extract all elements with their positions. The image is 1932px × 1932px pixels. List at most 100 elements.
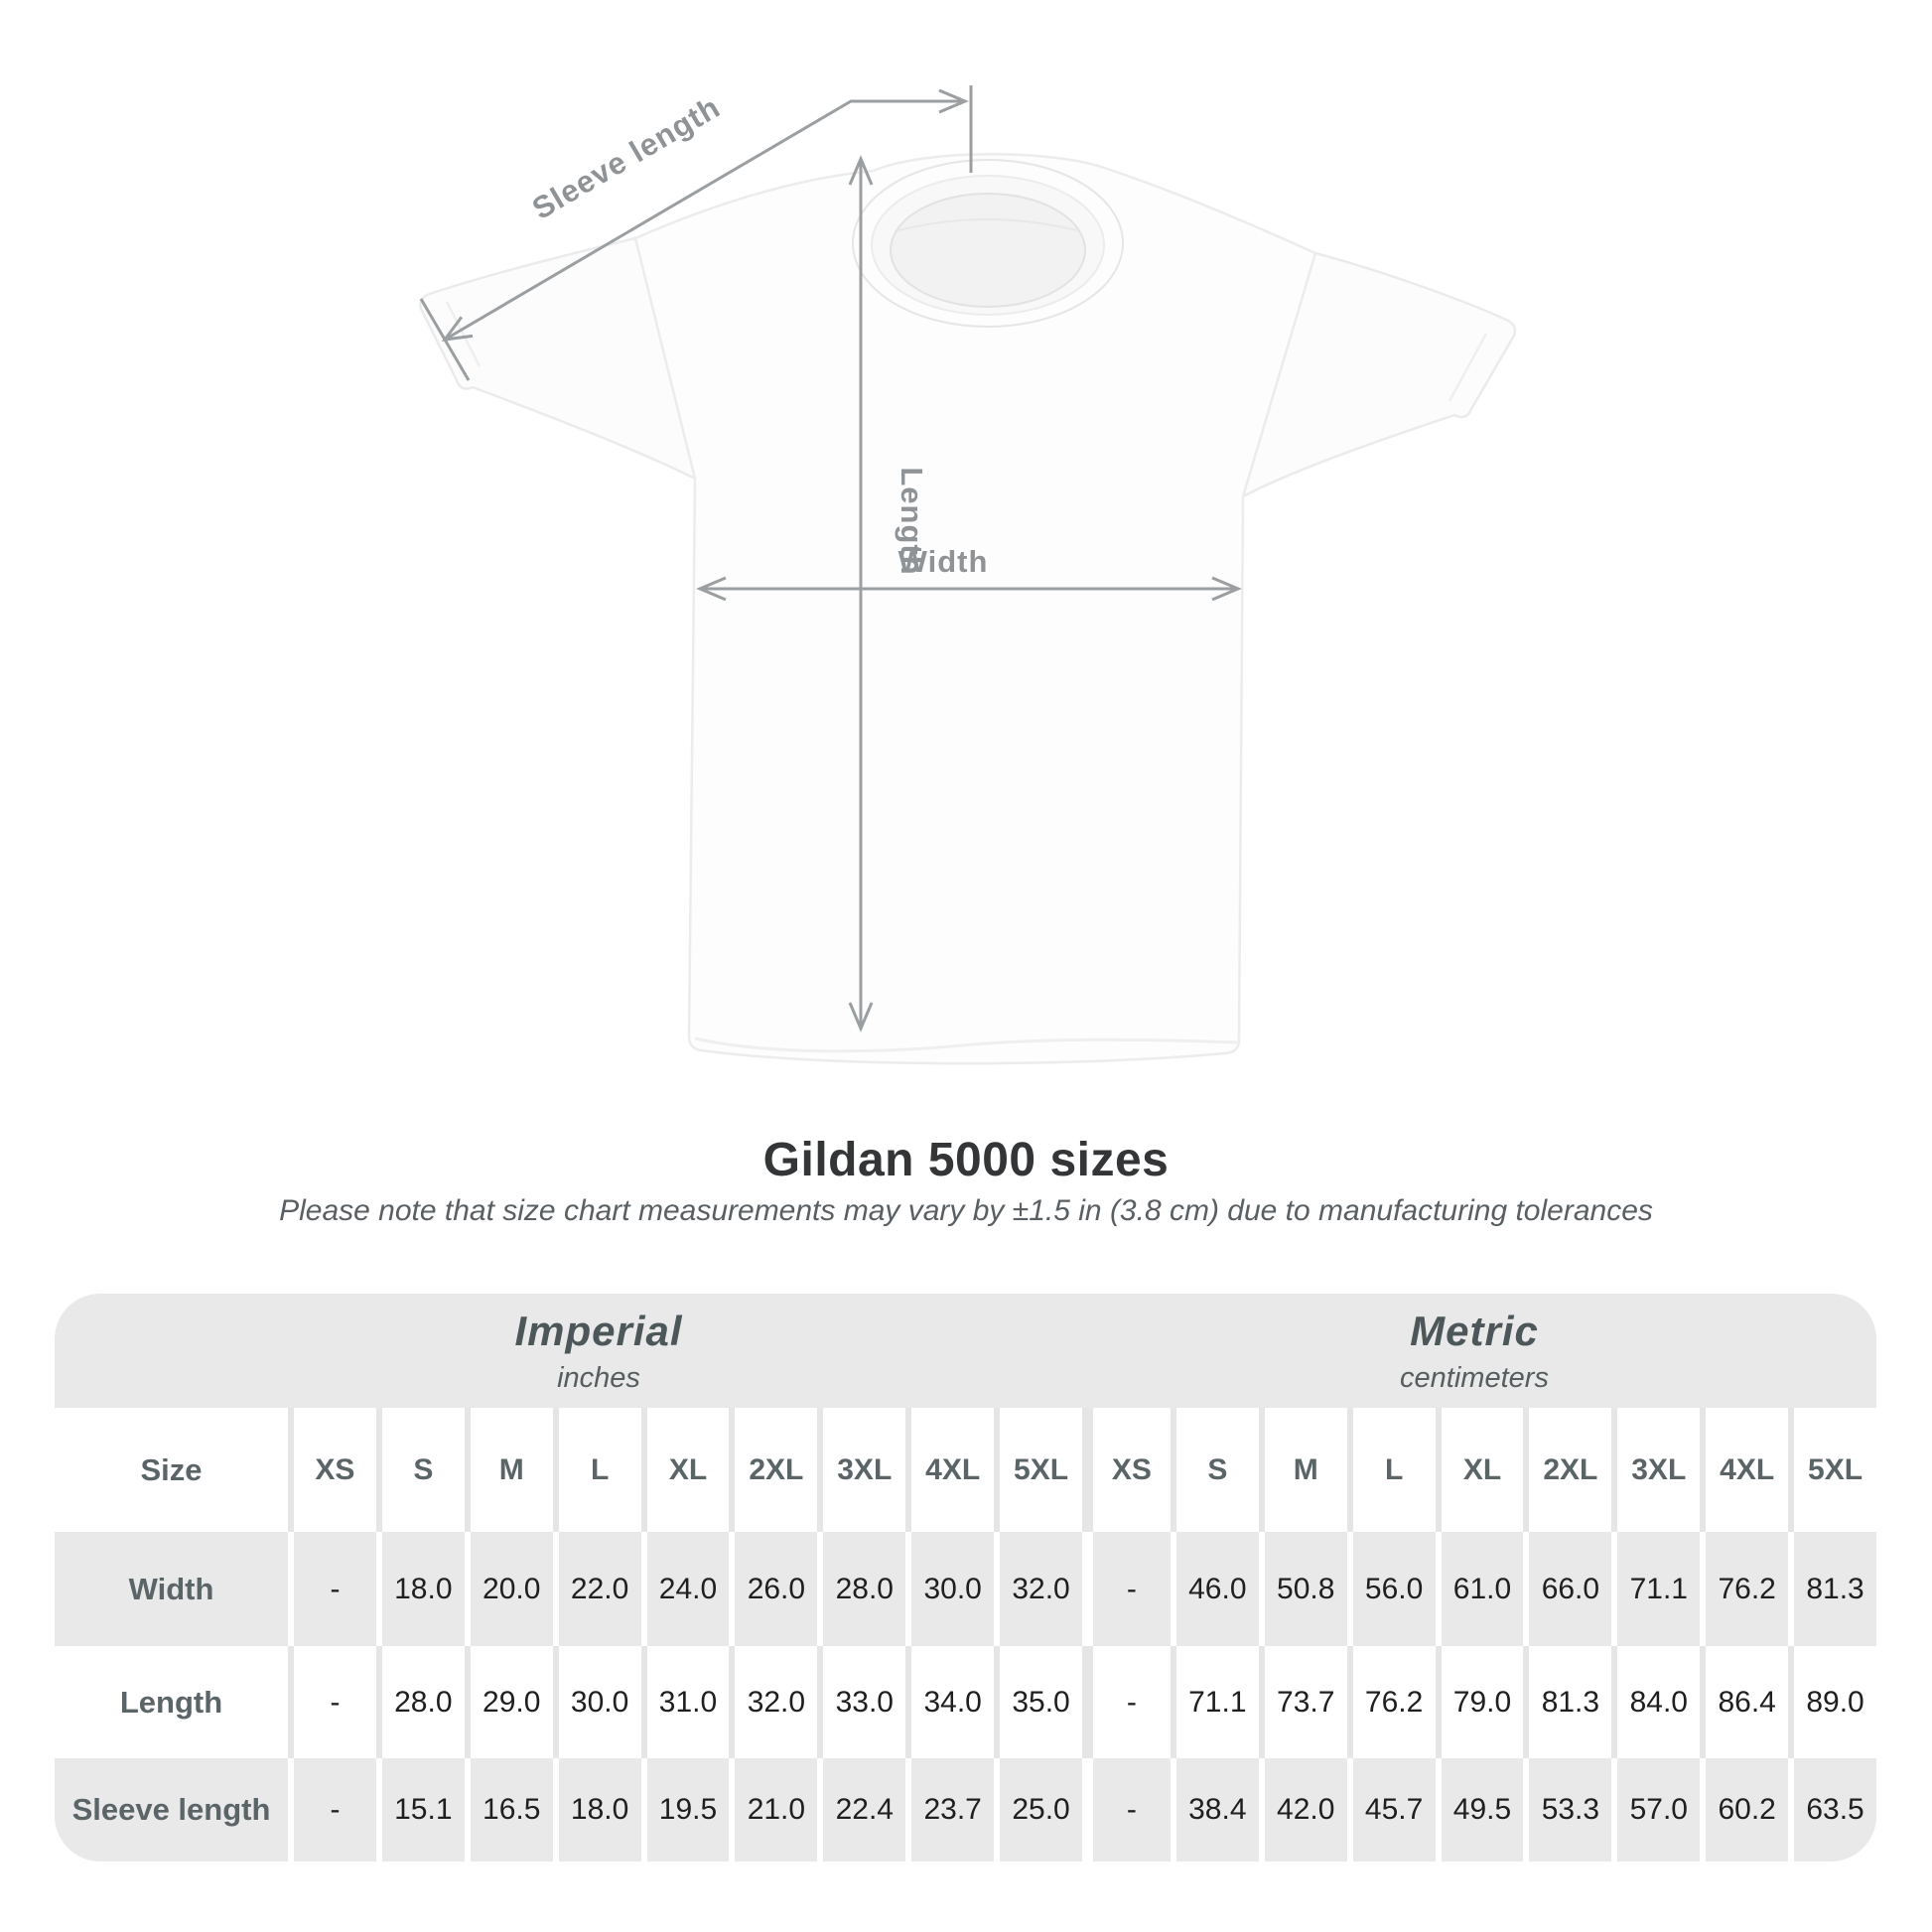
measurement-row-label: Length <box>119 1684 223 1720</box>
size-header-imperial-xs: XS <box>288 1408 376 1532</box>
page-title: Gildan 5000 sizes <box>762 1134 1170 1186</box>
size-header-imperial-5xl: 5XL <box>994 1408 1082 1532</box>
length-row: Length -28.0 29.0 30.0 31.0 32.0 33.0 34.0 35.0-… <box>55 1646 1876 1758</box>
value-cell: 22.0 <box>552 1532 641 1646</box>
value-cell: - <box>288 1646 376 1758</box>
size-header-metric-xl: XL <box>1435 1408 1524 1532</box>
size-header-metric-s: S <box>1170 1408 1259 1532</box>
imperial-group-header: Imperial inches <box>514 1308 682 1395</box>
metric-label: Metric <box>1410 1307 1539 1354</box>
value-cell: 15.1 <box>375 1758 465 1862</box>
value-cell: 31.0 <box>640 1646 730 1758</box>
measurement-diagram: Sleeve length Length Width <box>419 85 1517 1065</box>
value-cell: 28.0 <box>817 1532 905 1646</box>
sleeve-length-arrow <box>441 88 969 342</box>
width-row: Width -18.0 20.0 22.0 24.0 26.0 28.0 30.0 32.0-4… <box>55 1532 1876 1646</box>
right-sleeve-seam <box>1448 333 1488 402</box>
value-cell: 33.0 <box>817 1646 905 1758</box>
value-cell: 89.0 <box>1788 1646 1876 1758</box>
value-cell: 56.0 <box>1346 1532 1436 1646</box>
value-cell: 45.7 <box>1346 1758 1436 1862</box>
size-header-metric-4xl: 4XL <box>1700 1408 1788 1532</box>
value-cell: 30.0 <box>905 1532 994 1646</box>
dimension-lines <box>419 85 1242 1033</box>
value-cell: 61.0 <box>1435 1532 1524 1646</box>
size-column-header: Size <box>140 1451 203 1487</box>
size-header-imperial-s: S <box>375 1408 465 1532</box>
value-cell: 35.0 <box>994 1646 1082 1758</box>
size-header-imperial-m: M <box>464 1408 553 1532</box>
value-cell: 23.7 <box>905 1758 994 1862</box>
value-cell: 32.0 <box>994 1532 1082 1646</box>
value-cell: 18.0 <box>375 1532 465 1646</box>
metric-group-header: Metric centimeters <box>1400 1308 1549 1395</box>
size-table: Imperial inches Metric centimeters Size X… <box>55 1294 1876 1862</box>
size-header-metric-m: M <box>1258 1408 1347 1532</box>
measurement-row-label: Sleeve length <box>71 1792 271 1827</box>
sleeve-length-row: Sleeve length -15.1 16.5 18.0 19.5 21.0 22.4 23… <box>55 1758 1876 1862</box>
size-header-metric-xs: XS <box>1081 1408 1171 1532</box>
tolerance-note: Please note that size chart measurements… <box>279 1194 1653 1227</box>
size-header-imperial-2xl: 2XL <box>729 1408 817 1532</box>
collar-opening <box>890 193 1086 308</box>
value-cell: 49.5 <box>1435 1758 1524 1862</box>
length-label: Length <box>895 467 929 575</box>
size-header-metric-5xl: 5XL <box>1788 1408 1876 1532</box>
sleeve-length-label: Sleeve length <box>526 89 726 226</box>
value-cell: 81.3 <box>1788 1532 1876 1646</box>
value-cell: 26.0 <box>729 1532 817 1646</box>
value-cell: 50.8 <box>1258 1532 1347 1646</box>
unit-group-header: Imperial inches Metric centimeters <box>55 1294 1876 1408</box>
value-cell: 66.0 <box>1523 1532 1611 1646</box>
tshirt-hem-seam <box>694 1036 1238 1053</box>
size-header-metric-3xl: 3XL <box>1611 1408 1700 1532</box>
imperial-label: Imperial <box>514 1307 683 1354</box>
value-cell: 20.0 <box>464 1532 553 1646</box>
value-cell: 60.2 <box>1700 1758 1788 1862</box>
metric-unit: centimeters <box>1400 1361 1549 1394</box>
value-cell: 71.1 <box>1611 1532 1700 1646</box>
value-cell: - <box>1081 1532 1171 1646</box>
tshirt-graphic <box>419 153 1517 1065</box>
value-cell: 76.2 <box>1700 1532 1788 1646</box>
value-cell: 46.0 <box>1170 1532 1259 1646</box>
value-cell: - <box>1081 1646 1171 1758</box>
value-cell: - <box>288 1532 376 1646</box>
value-cell: 73.7 <box>1258 1646 1347 1758</box>
value-cell: 79.0 <box>1435 1646 1524 1758</box>
size-header-imperial-4xl: 4XL <box>905 1408 994 1532</box>
size-header-imperial-l: L <box>552 1408 641 1532</box>
value-cell: 29.0 <box>464 1646 553 1758</box>
value-cell: 71.1 <box>1170 1646 1259 1758</box>
value-cell: 28.0 <box>375 1646 465 1758</box>
value-cell: - <box>288 1758 376 1862</box>
width-label: Width <box>898 544 989 579</box>
imperial-unit: inches <box>557 1361 640 1394</box>
value-cell: - <box>1081 1758 1171 1862</box>
value-cell: 22.4 <box>817 1758 905 1862</box>
value-cell: 76.2 <box>1346 1646 1436 1758</box>
size-header-metric-2xl: 2XL <box>1523 1408 1611 1532</box>
size-header-imperial-3xl: 3XL <box>817 1408 905 1532</box>
value-cell: 57.0 <box>1611 1758 1700 1862</box>
value-cell: 19.5 <box>640 1758 730 1862</box>
value-cell: 42.0 <box>1258 1758 1347 1862</box>
value-cell: 24.0 <box>640 1532 730 1646</box>
value-cell: 53.3 <box>1523 1758 1611 1862</box>
value-cell: 63.5 <box>1788 1758 1876 1862</box>
value-cell: 34.0 <box>905 1646 994 1758</box>
size-header-row: Size XS S M L XL 2XL 3XL 4XL 5XL XS S M L XL 2XL 3XL 4XL 5… <box>55 1408 1876 1532</box>
size-header-imperial-xl: XL <box>640 1408 730 1532</box>
value-cell: 16.5 <box>464 1758 553 1862</box>
value-cell: 81.3 <box>1523 1646 1611 1758</box>
value-cell: 18.0 <box>552 1758 641 1862</box>
value-cell: 38.4 <box>1170 1758 1259 1862</box>
value-cell: 84.0 <box>1611 1646 1700 1758</box>
value-cell: 21.0 <box>729 1758 817 1862</box>
value-cell: 25.0 <box>994 1758 1082 1862</box>
measurement-row-label: Width <box>128 1571 214 1606</box>
size-header-metric-l: L <box>1346 1408 1436 1532</box>
value-cell: 32.0 <box>729 1646 817 1758</box>
sleeve-end-extension-line <box>419 298 471 381</box>
